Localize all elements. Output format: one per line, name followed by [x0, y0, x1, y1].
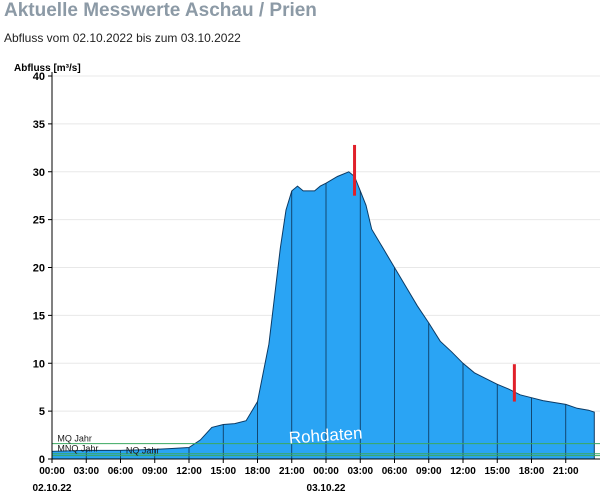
x-tick-label: 06:00: [382, 466, 408, 477]
axes-layer: 0 5 10 15 20 25 30 35 40 00:00 03:00 06:00 09:00 12:0…: [33, 71, 600, 494]
x-tick-label: 03:00: [347, 466, 373, 477]
y-tick-label: 40: [33, 71, 45, 83]
y-tick-label: 30: [33, 167, 45, 179]
x-tick-label: 12:00: [176, 466, 202, 477]
y-tick-label: 35: [33, 119, 45, 131]
x-tick-label: 09:00: [416, 466, 442, 477]
date-label: 02.10.22: [33, 483, 72, 494]
x-tick-label: 15:00: [210, 466, 236, 477]
y-tick-label: 10: [33, 358, 45, 370]
threshold-label: MQ Jahr: [57, 434, 92, 444]
y-tick-label: 15: [33, 310, 45, 322]
x-tick-label: 21:00: [279, 466, 305, 477]
page-subtitle: Abfluss vom 02.10.2022 bis zum 03.10.202…: [4, 31, 241, 45]
date-label: 03.10.22: [307, 483, 346, 494]
x-tick-label: 06:00: [108, 466, 134, 477]
page-title: Aktuelle Messwerte Aschau / Prien: [4, 0, 317, 21]
threshold-label: NQ Jahr: [126, 446, 160, 456]
discharge-area: [51, 171, 595, 460]
x-tick-label: 18:00: [519, 466, 545, 477]
x-tick-label: 03:00: [73, 466, 99, 477]
y-tick-label: 25: [33, 215, 45, 227]
marker-layer: [353, 144, 516, 402]
threshold-label: MNQ Jahr: [57, 444, 98, 454]
x-tick-label: 15:00: [484, 466, 510, 477]
y-tick-label: 0: [39, 454, 45, 466]
y-tick-label: 20: [33, 263, 45, 275]
x-tick-label: 00:00: [39, 466, 65, 477]
x-tick-label: 18:00: [245, 466, 271, 477]
hour-lines-layer: [85, 183, 567, 459]
y-axis-label: Abfluss [m³/s]: [14, 63, 81, 74]
x-tick-label: 21:00: [553, 466, 579, 477]
x-tick-label: 12:00: [450, 466, 476, 477]
y-tick-label: 5: [39, 406, 45, 418]
x-tick-label: 00:00: [313, 466, 339, 477]
x-tick-label: 09:00: [142, 466, 168, 477]
